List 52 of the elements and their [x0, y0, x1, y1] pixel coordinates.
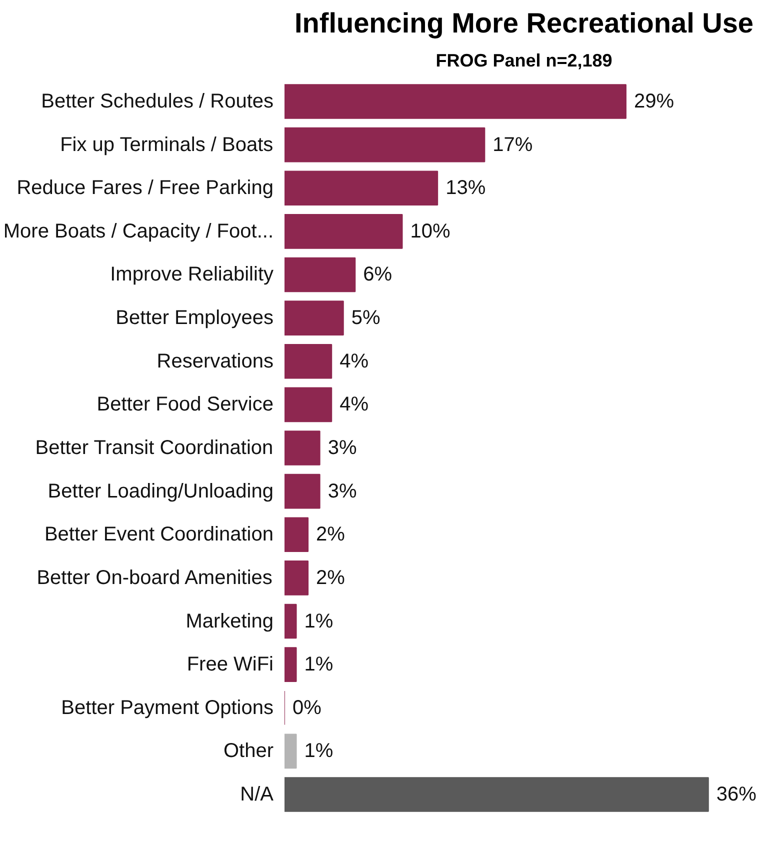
y-tick-label: Fix up Terminals / Boats [60, 134, 274, 156]
data-label: 29% [634, 90, 674, 112]
data-label: 4% [340, 350, 369, 372]
y-tick-label: Better Food Service [96, 394, 274, 416]
chart-title: Influencing More Recreational Use [294, 8, 754, 38]
data-label: 4% [340, 394, 369, 416]
chart-subtitle: FROG Panel n=2,189 [436, 50, 612, 70]
data-label: 10% [410, 220, 450, 242]
data-label: 13% [446, 177, 486, 200]
y-tick-label: Marketing [186, 610, 274, 632]
y-tick-label: Other [223, 740, 274, 762]
bar [284, 127, 486, 162]
y-tick-label: Better Payment Options [61, 696, 274, 719]
bar [284, 777, 709, 812]
data-label: 6% [363, 264, 392, 286]
y-tick-label: Free WiFi [186, 654, 274, 676]
bar [284, 84, 626, 119]
data-label: 3% [328, 480, 357, 502]
data-label: 1% [304, 654, 334, 676]
y-tick-label: Better Employees [116, 307, 274, 330]
y-tick-label: Improve Reliability [110, 264, 274, 286]
data-label: 5% [351, 307, 380, 330]
bar [284, 257, 356, 292]
bar [284, 300, 344, 336]
data-label: 0% [292, 696, 322, 719]
data-label: 1% [304, 610, 334, 632]
data-label: 3% [328, 437, 357, 459]
y-tick-label: Better On-board Amenities [36, 566, 272, 589]
bar [284, 734, 297, 769]
y-tick-label: More Boats / Capacity / Foot... [3, 220, 274, 242]
bar [284, 387, 332, 422]
bar [284, 344, 332, 379]
bar [284, 647, 297, 682]
data-label: 1% [304, 740, 334, 762]
y-tick-label: Better Schedules / Routes [41, 90, 274, 112]
data-label: 2% [316, 524, 346, 546]
y-tick-label: Reservations [156, 350, 274, 372]
bar [284, 560, 309, 596]
data-label: 17% [492, 134, 533, 156]
data-label: 2% [316, 566, 346, 589]
y-tick-label: Reduce Fares / Free Parking [16, 177, 274, 200]
bar [284, 214, 403, 249]
y-tick-label: Better Loading/Unloading [48, 480, 274, 502]
bar [284, 430, 320, 466]
bar [284, 170, 438, 206]
bar [284, 474, 320, 509]
y-tick-label: Better Event Coordination [44, 524, 274, 546]
bar [284, 604, 297, 639]
data-label: 36% [716, 784, 757, 806]
y-tick-label: Better Transit Coordination [35, 437, 274, 459]
y-tick-label: N/A [240, 784, 274, 806]
bar [284, 517, 309, 552]
